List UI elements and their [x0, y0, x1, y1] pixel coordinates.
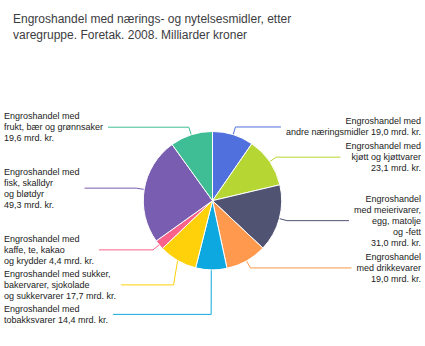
svg-text:49,3 mrd. kr.: 49,3 mrd. kr. [4, 200, 54, 210]
svg-text:Engroshandel med: Engroshandel med [345, 141, 421, 151]
svg-text:Engroshandel med: Engroshandel med [4, 234, 80, 244]
svg-text:og krydder 4,4 mrd. kr.: og krydder 4,4 mrd. kr. [4, 256, 94, 266]
svg-text:19,6 mrd. kr.: 19,6 mrd. kr. [4, 133, 54, 143]
svg-text:Engroshandel med: Engroshandel med [4, 304, 80, 314]
svg-text:med drikkevarer: med drikkevarer [356, 263, 421, 273]
svg-text:Engroshandel med: Engroshandel med [4, 111, 80, 121]
svg-text:frukt, bær og grønnsaker: frukt, bær og grønnsaker [4, 122, 103, 132]
svg-text:og sukkervarer 17,7 mrd. kr.: og sukkervarer 17,7 mrd. kr. [4, 291, 116, 301]
svg-text:Engroshandel med: Engroshandel med [345, 116, 421, 126]
svg-text:Engroshandel med sukker,: Engroshandel med sukker, [4, 269, 111, 279]
svg-text:tobakksvarer 14,4 mrd. kr.: tobakksvarer 14,4 mrd. kr. [4, 315, 108, 325]
svg-text:23,1 mrd. kr.: 23,1 mrd. kr. [371, 163, 421, 173]
svg-text:31,0 mrd. kr.: 31,0 mrd. kr. [371, 238, 421, 248]
svg-text:og bløtdyr: og bløtdyr [4, 189, 44, 199]
svg-text:fisk, skalldyr: fisk, skalldyr [4, 178, 53, 188]
svg-text:Engroshandel med nærings- og n: Engroshandel med nærings- og nytelsesmid… [13, 12, 291, 26]
svg-text:Engroshandel med: Engroshandel med [4, 167, 80, 177]
svg-text:egg, matolje: egg, matolje [372, 216, 421, 226]
svg-text:Engroshandel: Engroshandel [365, 252, 421, 262]
svg-text:kjøtt og kjøttvarer: kjøtt og kjøttvarer [351, 152, 421, 162]
svg-text:19,0 mrd. kr.: 19,0 mrd. kr. [371, 274, 421, 284]
svg-text:kaffe, te, kakao: kaffe, te, kakao [4, 245, 65, 255]
svg-text:bakervarer, sjokolade: bakervarer, sjokolade [4, 280, 90, 290]
svg-text:Engroshandel: Engroshandel [365, 194, 421, 204]
svg-text:andre næringsmidler 19,0 mrd.: andre næringsmidler 19,0 mrd. kr. [286, 127, 421, 137]
svg-text:med meierivarer,: med meierivarer, [354, 205, 421, 215]
svg-text:og -fett: og -fett [393, 227, 422, 237]
svg-text:varegruppe. Foretak. 2008. Mil: varegruppe. Foretak. 2008. Milliarder kr… [13, 28, 247, 42]
